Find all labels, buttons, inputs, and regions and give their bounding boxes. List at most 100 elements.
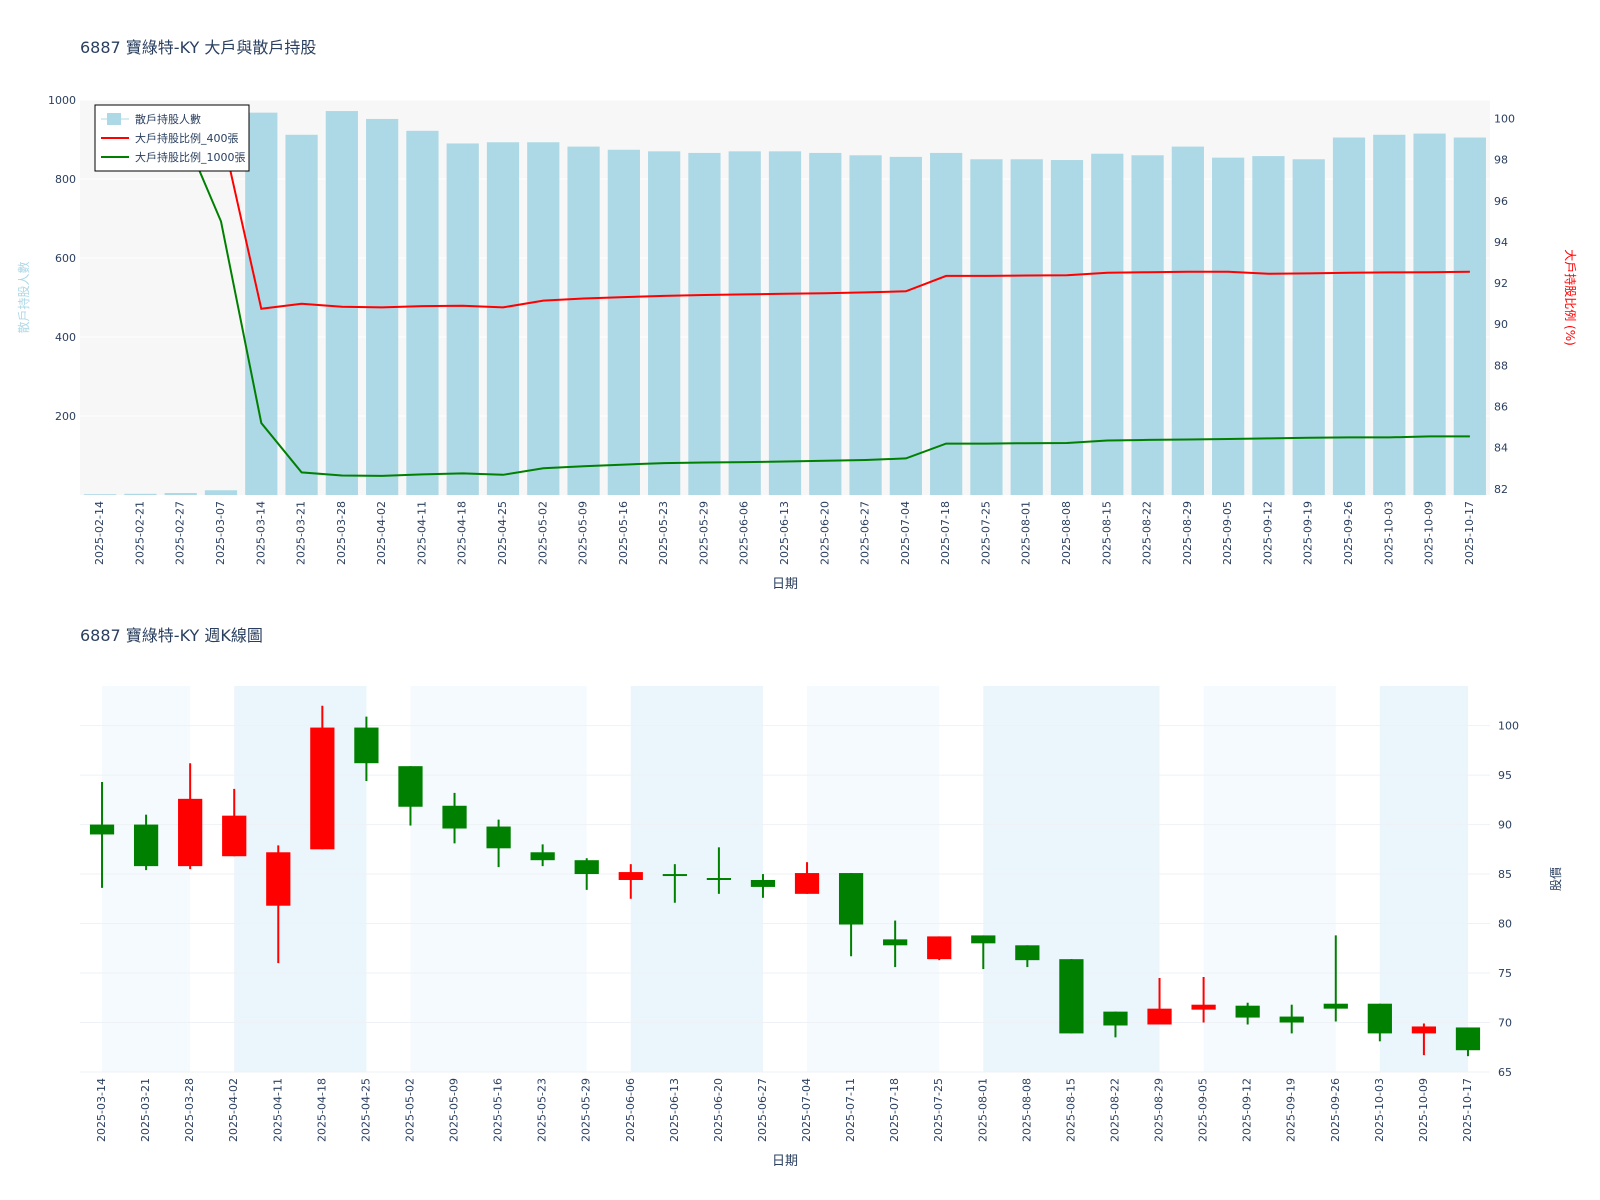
month-band bbox=[102, 686, 191, 1072]
y-tick-label: 100 bbox=[1498, 720, 1519, 733]
x-tick-label: 2025-07-25 bbox=[979, 501, 992, 565]
bar-retail-holders bbox=[688, 152, 721, 495]
y-tick-label: 80 bbox=[1498, 918, 1512, 931]
x-tick-label: 2025-03-14 bbox=[254, 501, 267, 565]
x-tick-label: 2025-10-03 bbox=[1373, 1078, 1386, 1142]
bar-retail-holders bbox=[1171, 146, 1204, 496]
month-band bbox=[1203, 686, 1336, 1072]
x-tick-label: 2025-04-02 bbox=[227, 1078, 240, 1142]
x-tick-label: 2025-08-22 bbox=[1141, 501, 1154, 565]
y2-tick-label: 86 bbox=[1494, 401, 1508, 414]
candle-body-up bbox=[266, 852, 291, 906]
candle-body-up bbox=[618, 872, 643, 880]
x-tick-label: 2025-09-19 bbox=[1285, 1078, 1298, 1142]
candle-body-down bbox=[1015, 945, 1040, 961]
candle-body-down bbox=[89, 824, 115, 835]
bar-retail-holders bbox=[406, 130, 439, 495]
x-tick-label: 2025-02-27 bbox=[174, 501, 187, 565]
candle-body-down bbox=[706, 878, 732, 881]
x-tick-label: 2025-05-09 bbox=[577, 501, 590, 565]
x-tick-label: 2025-03-21 bbox=[295, 501, 308, 565]
legend-label-400: 大戶持股比例_400張 bbox=[135, 131, 239, 145]
x-tick-label: 2025-10-03 bbox=[1382, 501, 1395, 565]
bar-retail-holders bbox=[1131, 155, 1164, 496]
month-band bbox=[1379, 686, 1468, 1072]
bar-retail-holders bbox=[1050, 160, 1084, 496]
bar-retail-holders bbox=[1453, 137, 1486, 495]
legend-label-1000: 大戶持股比例_1000張 bbox=[135, 150, 246, 164]
bar-retail-holders bbox=[446, 143, 479, 495]
x-tick-label: 2025-02-21 bbox=[133, 501, 146, 565]
x-tick-label: 2025-03-28 bbox=[183, 1078, 196, 1142]
y-tick-label: 70 bbox=[1498, 1017, 1512, 1030]
x-tick-label: 2025-06-20 bbox=[712, 1078, 725, 1142]
bar-retail-holders bbox=[1332, 137, 1366, 495]
chart2-title: 6887 寶綠特-KY 週K線圖 bbox=[80, 626, 263, 645]
y2-tick-label: 98 bbox=[1494, 154, 1508, 167]
x-tick-label: 2025-10-17 bbox=[1463, 501, 1476, 565]
bar-retail-holders bbox=[889, 156, 922, 495]
bar-retail-holders bbox=[648, 151, 681, 495]
x-tick-label: 2025-05-23 bbox=[657, 501, 670, 565]
bar-retail-holders bbox=[567, 146, 600, 496]
x-tick-label: 2025-05-16 bbox=[492, 1078, 505, 1142]
candle-body-down bbox=[662, 874, 687, 877]
x-tick-label: 2025-09-19 bbox=[1302, 501, 1315, 565]
legend-label-bar: 散戶持股人數 bbox=[135, 112, 201, 126]
candle-body-down bbox=[133, 824, 159, 867]
x-tick-label: 2025-05-29 bbox=[697, 501, 710, 565]
bar-retail-holders bbox=[1091, 153, 1124, 495]
y-tick-label: 85 bbox=[1498, 868, 1512, 881]
bar-retail-holders bbox=[1212, 157, 1245, 496]
x-tick-label: 2025-08-29 bbox=[1153, 1078, 1166, 1142]
candle-body-down bbox=[574, 860, 599, 875]
x-tick-label: 2025-06-13 bbox=[778, 501, 791, 565]
candle-body-up bbox=[794, 873, 820, 894]
x-tick-label: 2025-05-23 bbox=[536, 1078, 549, 1142]
candle-body-down bbox=[486, 826, 511, 849]
bar-retail-holders bbox=[527, 142, 560, 495]
y1-axis-title: 散戶持股人數 bbox=[16, 261, 31, 333]
y1-tick-label: 1000 bbox=[48, 94, 76, 107]
candle-body-up bbox=[310, 727, 335, 850]
x-tick-label: 2025-03-07 bbox=[214, 501, 227, 565]
y-tick-label: 95 bbox=[1498, 769, 1512, 782]
candle-body-down bbox=[530, 852, 555, 861]
holdings-chart: 200 400 600 800 1000 82 84 86 88 90 92 94 96 98 100 202… bbox=[16, 94, 1578, 592]
x-tick-label: 2025-03-14 bbox=[95, 1078, 108, 1142]
x-tick-label: 2025-08-29 bbox=[1181, 501, 1194, 565]
candle-body-down bbox=[1235, 1005, 1260, 1018]
candle-body-up bbox=[1411, 1026, 1437, 1034]
bar-retail-holders bbox=[849, 155, 882, 496]
x-tick-label: 2025-07-18 bbox=[939, 501, 952, 565]
x-tick-label: 2025-06-27 bbox=[756, 1078, 769, 1142]
y2-tick-label: 92 bbox=[1494, 277, 1508, 290]
candle-body-down bbox=[1367, 1003, 1392, 1034]
candle-body-up bbox=[178, 798, 203, 867]
x-tick-label: 2025-08-01 bbox=[976, 1078, 989, 1142]
bar-retail-holders bbox=[1373, 134, 1406, 495]
x-tick-label: 2025-03-21 bbox=[139, 1078, 152, 1142]
y2-axis-title: 大戶持股比例 (%) bbox=[1563, 249, 1578, 346]
chart1-title: 6887 寶綠特-KY 大戶與散戶持股 bbox=[80, 38, 317, 57]
y2-tick-label: 96 bbox=[1494, 195, 1508, 208]
candle-body-up bbox=[927, 936, 952, 960]
x-tick-label: 2025-05-02 bbox=[536, 501, 549, 565]
bar-retail-holders bbox=[1292, 159, 1325, 495]
bar-retail-holders bbox=[325, 111, 358, 495]
x-tick-label: 2025-10-09 bbox=[1423, 501, 1436, 565]
bar-retail-holders bbox=[930, 152, 963, 495]
x-tick-label: 2025-03-28 bbox=[335, 501, 348, 565]
y1-tick-label: 800 bbox=[55, 173, 76, 186]
x-tick-label: 2025-04-18 bbox=[315, 1078, 328, 1142]
y2-tick-label: 84 bbox=[1494, 442, 1508, 455]
bar-retail-holders bbox=[164, 493, 197, 495]
x-tick-label: 2025-08-08 bbox=[1020, 1078, 1033, 1142]
x-tick-label: 2025-06-27 bbox=[859, 501, 872, 565]
y-tick-label: 75 bbox=[1498, 967, 1512, 980]
x-tick-label: 2025-08-08 bbox=[1060, 501, 1073, 565]
x-tick-label: 2025-08-15 bbox=[1100, 501, 1113, 565]
y1-tick-label: 200 bbox=[55, 410, 76, 423]
x-tick-label: 2025-02-14 bbox=[93, 501, 106, 565]
